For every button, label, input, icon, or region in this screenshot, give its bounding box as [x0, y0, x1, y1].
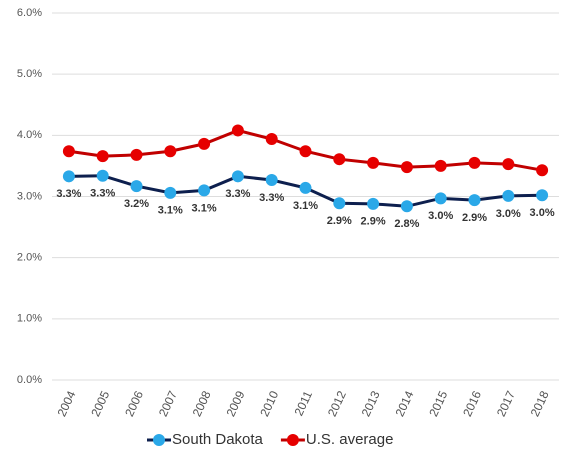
data-label: 3.0% — [530, 207, 555, 219]
data-point — [434, 192, 447, 205]
x-tick-label: 2006 — [122, 388, 146, 418]
data-point — [367, 197, 380, 210]
data-point — [400, 200, 413, 213]
y-tick-label: 6.0% — [17, 7, 42, 19]
data-label: 3.1% — [192, 202, 217, 214]
data-label: 3.3% — [56, 188, 81, 200]
x-tick-label: 2016 — [460, 388, 484, 418]
data-point — [62, 170, 75, 183]
data-point — [198, 184, 211, 197]
data-point — [265, 133, 278, 146]
data-point — [400, 161, 413, 174]
data-point — [536, 189, 549, 202]
data-point — [130, 180, 143, 193]
x-tick-label: 2013 — [359, 388, 383, 418]
x-tick-label: 2005 — [88, 388, 112, 418]
data-label: 2.9% — [361, 216, 386, 228]
data-label: 3.0% — [428, 210, 453, 222]
x-tick-label: 2012 — [325, 388, 349, 418]
y-tick-label: 5.0% — [17, 68, 42, 80]
data-label: 3.3% — [225, 188, 250, 200]
legend-label: South Dakota — [172, 431, 264, 448]
data-point — [198, 137, 211, 150]
data-point — [333, 153, 346, 166]
data-point — [299, 145, 312, 158]
x-tick-label: 2011 — [291, 388, 315, 418]
x-tick-label: 2018 — [528, 388, 552, 418]
x-tick-label: 2007 — [156, 388, 180, 418]
y-tick-label: 3.0% — [17, 190, 42, 202]
x-tick-label: 2004 — [55, 388, 79, 418]
x-tick-label: 2010 — [257, 388, 281, 418]
data-label: 3.3% — [90, 188, 115, 200]
legend-marker — [153, 434, 165, 446]
legend-label: U.S. average — [306, 431, 394, 448]
data-point — [502, 158, 515, 171]
x-tick-label: 2015 — [426, 388, 450, 418]
y-tick-label: 1.0% — [17, 313, 42, 325]
data-point — [434, 159, 447, 172]
data-label: 2.9% — [462, 212, 487, 224]
x-tick-label: 2009 — [224, 388, 248, 418]
legend-marker — [286, 434, 299, 446]
x-tick-label: 2008 — [190, 388, 214, 418]
data-point — [62, 145, 75, 158]
data-point — [130, 148, 143, 161]
data-label: 2.8% — [394, 218, 419, 230]
x-tick-label: 2017 — [494, 388, 518, 418]
x-tick-label: 2014 — [393, 388, 417, 418]
data-point — [367, 156, 380, 169]
data-point — [231, 170, 244, 183]
data-label: 3.3% — [259, 192, 284, 204]
y-tick-label: 2.0% — [17, 252, 42, 264]
data-label: 3.2% — [124, 198, 149, 210]
data-label: 2.9% — [327, 215, 352, 227]
data-label: 3.1% — [158, 205, 183, 217]
data-point — [536, 164, 549, 177]
data-point — [164, 186, 177, 199]
y-tick-label: 0.0% — [17, 374, 42, 386]
data-point — [468, 156, 481, 169]
data-point — [333, 197, 346, 210]
data-label: 3.0% — [496, 208, 521, 220]
data-point — [96, 169, 109, 182]
y-tick-label: 4.0% — [17, 129, 42, 141]
data-label: 3.1% — [293, 200, 318, 212]
data-point — [231, 124, 244, 137]
data-point — [96, 150, 109, 163]
data-point — [164, 145, 177, 158]
data-point — [299, 181, 312, 194]
data-point — [468, 194, 481, 207]
data-point — [502, 189, 515, 202]
data-point — [265, 173, 278, 186]
